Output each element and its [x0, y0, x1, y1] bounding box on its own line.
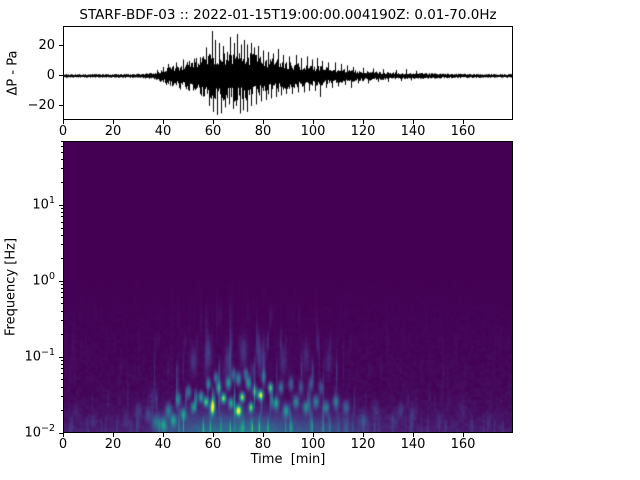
x-tick-label: 60: [204, 124, 222, 139]
x-tick-label: 0: [58, 124, 68, 139]
x-tick-label: 80: [254, 437, 272, 452]
y-minor-tick-mark: [60, 396, 63, 398]
y-minor-tick-mark: [60, 310, 63, 312]
y-minor-tick-mark: [60, 257, 63, 259]
y-minor-tick-mark: [60, 140, 63, 142]
x-tick-label: 40: [154, 124, 172, 139]
x-tick-mark: [212, 120, 214, 124]
x-tick-mark: [362, 120, 364, 124]
y-tick-label: −20: [27, 97, 55, 113]
y-minor-tick-mark: [60, 151, 63, 153]
y-minor-tick-mark: [60, 379, 63, 381]
y-minor-tick-mark: [60, 320, 63, 322]
x-tick-mark: [112, 433, 114, 437]
y-minor-tick-mark: [60, 208, 63, 210]
x-tick-mark: [412, 120, 414, 124]
x-tick-mark: [62, 433, 64, 437]
x-tick-label: 120: [350, 437, 376, 452]
y-minor-tick-mark: [60, 212, 63, 214]
x-tick-label: 80: [254, 124, 272, 139]
x-tick-label: 20: [104, 124, 122, 139]
y-major-tick-mark: [59, 356, 63, 358]
x-tick-mark: [262, 120, 264, 124]
x-tick-label: 0: [58, 437, 68, 452]
y-minor-tick-mark: [60, 158, 63, 160]
x-tick-mark: [312, 433, 314, 437]
y-tick-mark: [59, 45, 63, 47]
y-minor-tick-mark: [60, 368, 63, 370]
y-minor-tick-mark: [60, 333, 63, 335]
x-tick-mark: [212, 433, 214, 437]
y-tick-label: 100: [32, 271, 55, 289]
y-minor-tick-mark: [60, 297, 63, 299]
waveform-canvas: [63, 26, 513, 120]
y-minor-tick-mark: [60, 386, 63, 388]
x-tick-label: 100: [300, 124, 326, 139]
spectrogram-canvas: [63, 141, 513, 433]
y-minor-tick-mark: [60, 227, 63, 229]
y-minor-tick-mark: [60, 292, 63, 294]
plot-title: STARF-BDF-03 :: 2022-01-15T19:00:00.0041…: [79, 7, 497, 23]
x-tick-mark: [312, 120, 314, 124]
y-major-tick-mark: [59, 432, 63, 434]
y-major-tick-mark: [59, 280, 63, 282]
x-tick-label: 20: [104, 437, 122, 452]
x-tick-mark: [462, 120, 464, 124]
y-tick-mark: [59, 105, 63, 107]
y-minor-tick-mark: [60, 284, 63, 286]
x-tick-label: 120: [350, 124, 376, 139]
y-tick-label: 20: [38, 37, 55, 53]
y-minor-tick-mark: [60, 363, 63, 365]
x-tick-mark: [162, 120, 164, 124]
y-tick-label: 10−2: [24, 423, 55, 441]
y-tick-mark: [59, 75, 63, 77]
x-tick-mark: [462, 433, 464, 437]
y-minor-tick-mark: [60, 216, 63, 218]
y-minor-tick-mark: [60, 360, 63, 362]
y-minor-tick-mark: [60, 244, 63, 246]
y-major-tick-mark: [59, 204, 63, 206]
x-tick-label: 60: [204, 437, 222, 452]
x-tick-mark: [262, 433, 264, 437]
y-minor-tick-mark: [60, 221, 63, 223]
x-tick-label: 140: [400, 437, 426, 452]
y-minor-tick-mark: [60, 234, 63, 236]
x-tick-label: 160: [450, 124, 476, 139]
y-minor-tick-mark: [60, 373, 63, 375]
x-tick-label: 100: [300, 437, 326, 452]
y-minor-tick-mark: [60, 168, 63, 170]
y-minor-tick-mark: [60, 181, 63, 183]
x-tick-label: 140: [400, 124, 426, 139]
spectrogram-xlabel: Time [min]: [250, 452, 326, 467]
x-tick-mark: [62, 120, 64, 124]
x-tick-mark: [162, 433, 164, 437]
x-tick-label: 40: [154, 437, 172, 452]
y-minor-tick-mark: [60, 145, 63, 147]
x-tick-label: 160: [450, 437, 476, 452]
y-tick-label: 0: [46, 67, 55, 83]
x-tick-mark: [412, 433, 414, 437]
y-tick-label: 10−1: [24, 347, 55, 365]
y-minor-tick-mark: [60, 287, 63, 289]
x-tick-mark: [362, 433, 364, 437]
y-minor-tick-mark: [60, 303, 63, 305]
y-minor-tick-mark: [60, 409, 63, 411]
x-tick-mark: [112, 120, 114, 124]
y-tick-label: 101: [32, 195, 55, 213]
